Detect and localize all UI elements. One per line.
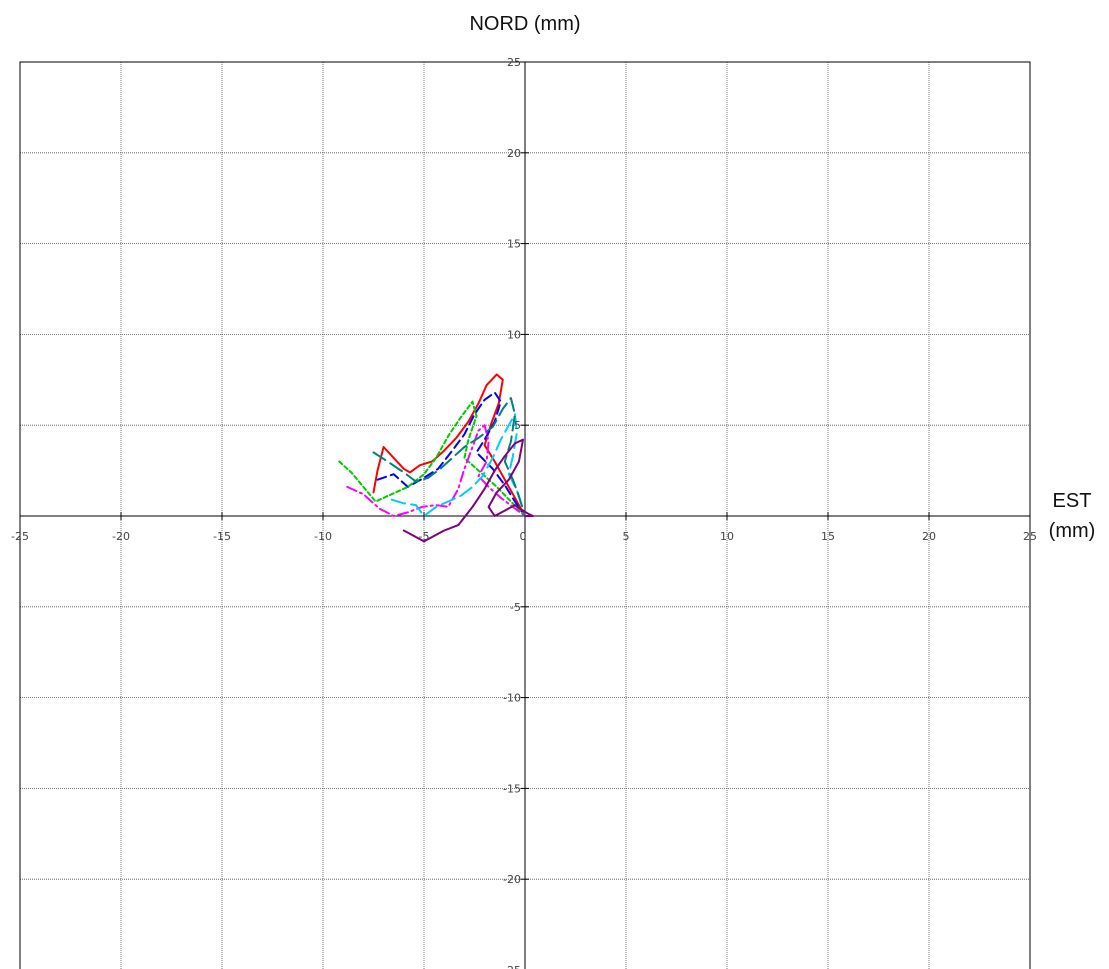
y-tick-label: 25 <box>507 56 521 69</box>
x-tick-label: -25 <box>11 530 29 543</box>
y-tick-label: -20 <box>503 873 521 886</box>
x-tick-label: 0 <box>520 530 527 543</box>
series-line-7 <box>402 438 535 543</box>
y-tick-label: -15 <box>503 782 521 795</box>
y-axis-title: NORD (mm) <box>469 13 580 35</box>
y-tick-label: 20 <box>507 147 521 160</box>
x-tick-label: -5 <box>419 530 430 543</box>
y-tick-label: 15 <box>507 238 521 251</box>
tick-labels: -25 -20 -15 -10 -5 0 5 10 15 20 25 25 20 15 10 5 -5 -10 -1… <box>11 56 1037 969</box>
y-tick-label: -25 <box>503 964 521 969</box>
x-tick-label: -15 <box>213 530 231 543</box>
series-line-1 <box>372 373 526 517</box>
series-line-3 <box>338 400 526 517</box>
y-tick-label: -10 <box>503 692 521 705</box>
series-line-2 <box>376 391 526 517</box>
series-line-6 <box>372 397 526 517</box>
x-tick-label: 5 <box>623 530 630 543</box>
x-tick-label: 25 <box>1023 530 1037 543</box>
y-tick-label: -5 <box>510 601 521 614</box>
y-tick-label: 5 <box>514 419 521 432</box>
x-axis-title-line2: (mm) <box>1049 520 1096 542</box>
series-line-5 <box>390 413 526 517</box>
series-line-4 <box>346 424 526 517</box>
x-tick-label: 20 <box>922 530 936 543</box>
series-group <box>338 373 535 543</box>
x-axis-title-line1: EST <box>1053 490 1092 512</box>
x-tick-label: 15 <box>821 530 835 543</box>
y-tick-label: 10 <box>507 328 521 341</box>
x-tick-label: -20 <box>112 530 130 543</box>
x-tick-label: 10 <box>720 530 734 543</box>
x-tick-label: -10 <box>314 530 332 543</box>
